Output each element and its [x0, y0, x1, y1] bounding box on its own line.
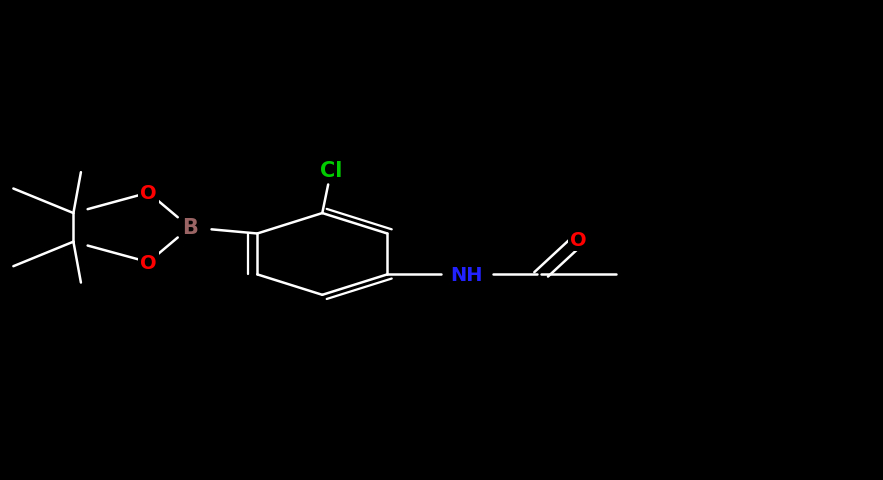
Text: O: O — [140, 253, 157, 272]
Text: NH: NH — [449, 265, 482, 284]
Text: O: O — [140, 184, 157, 203]
Text: O: O — [570, 230, 587, 250]
Text: B: B — [182, 218, 198, 238]
Text: Cl: Cl — [320, 161, 343, 181]
